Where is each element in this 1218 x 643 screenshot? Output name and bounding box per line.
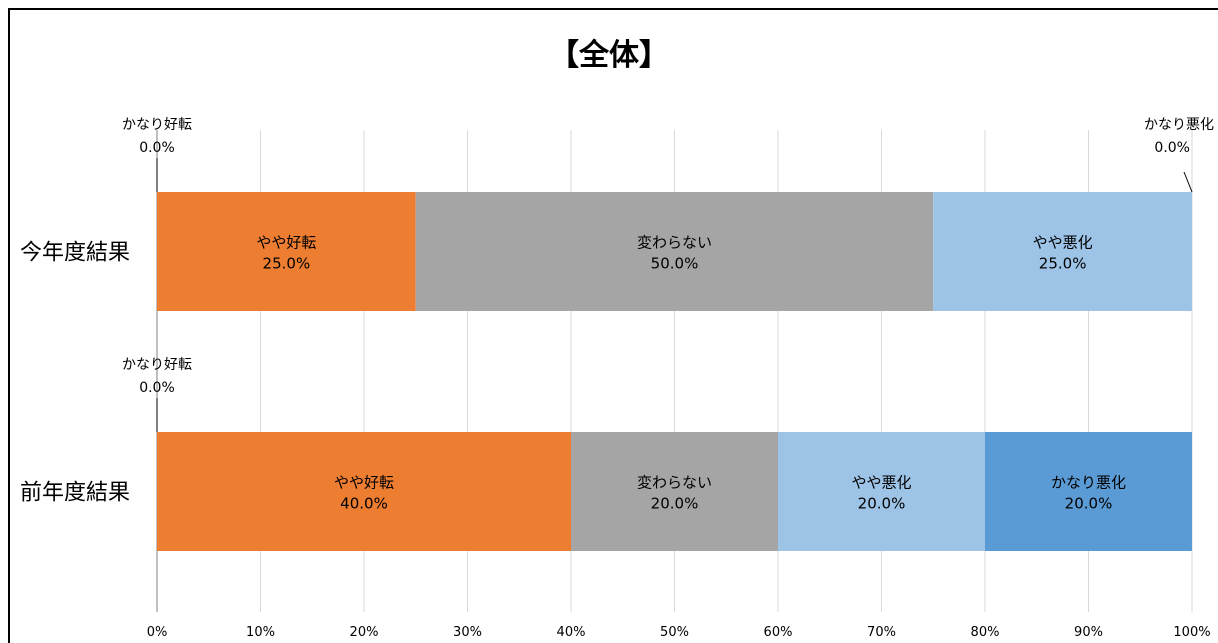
chart-frame <box>8 8 1218 643</box>
bar-segment <box>415 192 934 311</box>
x-tick-label: 50% <box>660 625 689 640</box>
bar-segment <box>571 432 778 551</box>
x-tick-label: 10% <box>246 625 275 640</box>
bar-segments <box>157 192 1192 551</box>
callout-series-label: かなり悪化 <box>1144 117 1214 133</box>
x-tick-label: 90% <box>1074 625 1103 640</box>
segment-value-label: 20.0% <box>651 495 699 513</box>
segment-value-label: 20.0% <box>858 495 906 513</box>
segment-value-label: 40.0% <box>340 495 388 513</box>
segment-series-label: 変わらない <box>637 474 712 492</box>
segment-series-label: 変わらない <box>637 234 712 252</box>
segment-series-label: やや悪化 <box>1033 234 1093 252</box>
bar-segment <box>157 432 571 551</box>
category-label: 前年度結果 <box>20 481 130 506</box>
segment-value-label: 50.0% <box>651 255 699 273</box>
segment-series-label: かなり悪化 <box>1051 474 1126 492</box>
segment-value-label: 25.0% <box>1039 255 1087 273</box>
segment-value-label: 20.0% <box>1065 495 1113 513</box>
segment-series-label: やや好転 <box>334 474 394 492</box>
x-tick-label: 20% <box>350 625 379 640</box>
x-tick-label: 0% <box>147 625 168 640</box>
bar-segment <box>933 192 1192 311</box>
segment-value-label: 25.0% <box>263 255 311 273</box>
callout-series-label: かなり好転 <box>122 357 192 373</box>
callout-value-label: 0.0% <box>1154 140 1190 156</box>
callout-value-label: 0.0% <box>139 380 175 396</box>
x-tick-label: 60% <box>764 625 793 640</box>
segment-series-label: やや悪化 <box>851 474 911 492</box>
x-tick-label: 80% <box>971 625 1000 640</box>
x-tick-label: 40% <box>557 625 586 640</box>
bar-segment <box>157 192 416 311</box>
segment-series-label: やや好転 <box>256 234 316 252</box>
category-label: 今年度結果 <box>20 241 130 266</box>
x-tick-label: 30% <box>453 625 482 640</box>
callout-leader <box>1183 171 1193 193</box>
bar-segment <box>985 432 1192 551</box>
x-tick-label: 100% <box>1173 625 1210 640</box>
x-axis-ticks: 0% 10% 20% 30% 40% 50% 60% 70% 80% 90% 100% <box>147 625 1211 640</box>
callout-series-label: かなり好転 <box>122 117 192 133</box>
x-tick-label: 70% <box>867 625 896 640</box>
zero-value-callouts: かなり好転 0.0% かなり悪化 0.0% かなり好転 0.0% <box>122 117 1214 432</box>
chart-title: 【全体】 <box>549 38 669 73</box>
segment-labels: やや好転 25.0% 変わらない 50.0% やや悪化 25.0% やや好転 40.0% 変わら… <box>256 234 1126 513</box>
bar-segment <box>778 432 985 551</box>
callout-value-label: 0.0% <box>139 140 175 156</box>
